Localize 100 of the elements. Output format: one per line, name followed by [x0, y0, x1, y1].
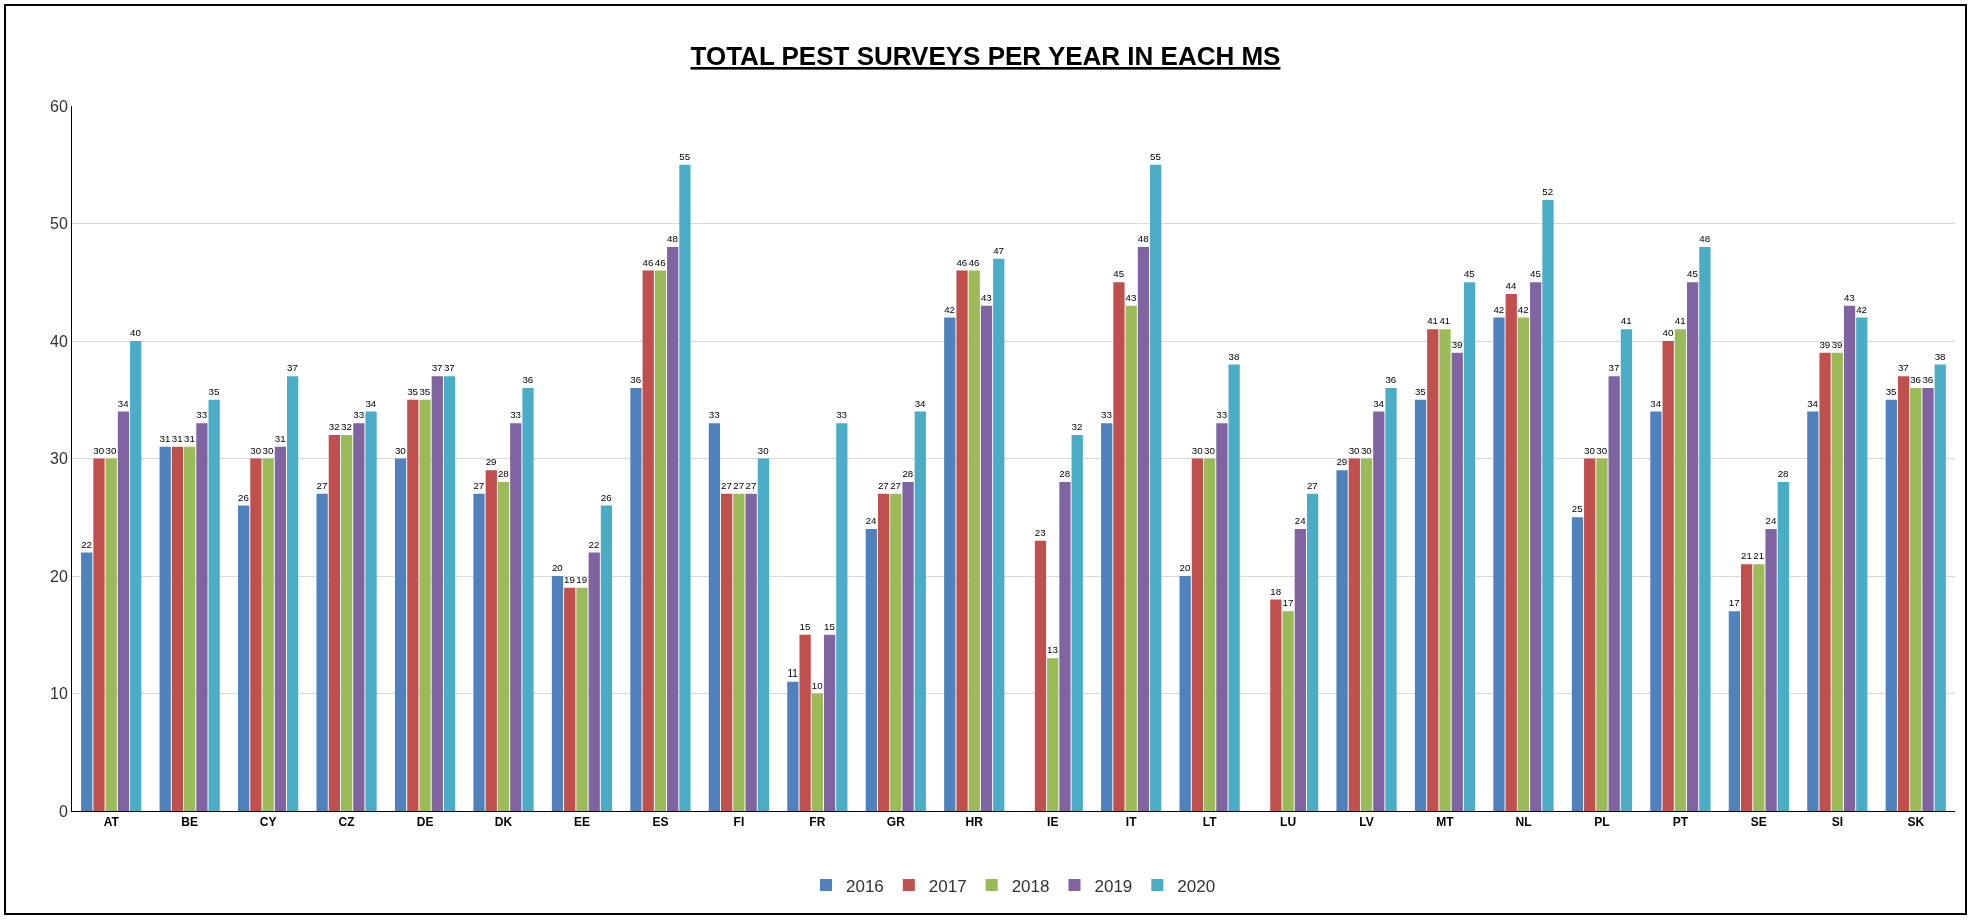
data-label: 33	[196, 409, 208, 421]
data-label: 23	[1034, 526, 1046, 538]
data-label: 33	[353, 409, 365, 421]
bar	[1542, 200, 1554, 811]
bar	[81, 552, 93, 811]
data-label: 31	[159, 432, 171, 444]
bar	[1922, 388, 1934, 811]
data-label: 43	[1125, 291, 1137, 303]
bar	[238, 505, 250, 811]
bar	[865, 529, 877, 811]
bar	[787, 681, 799, 811]
data-label: 37	[1608, 362, 1620, 374]
data-label: 39	[1819, 338, 1831, 350]
bar	[1687, 282, 1699, 811]
bar	[1584, 458, 1596, 811]
x-tick-label: IT	[1125, 815, 1138, 830]
y-tick-label: 50	[50, 215, 68, 233]
bar	[419, 399, 431, 811]
bar	[1451, 352, 1463, 811]
x-tick-label: CZ	[338, 815, 355, 830]
data-label: 27	[745, 479, 757, 491]
bar	[1294, 529, 1306, 811]
bar	[1270, 599, 1282, 811]
bar	[1910, 388, 1922, 811]
bar	[473, 493, 485, 811]
x-tick-label: BE	[181, 815, 199, 830]
data-label: 37	[287, 362, 298, 374]
data-label: 35	[1414, 385, 1426, 397]
bar	[1348, 458, 1360, 811]
data-label: 42	[1493, 303, 1505, 315]
x-tick-label: AT	[103, 815, 120, 830]
y-tick-label: 20	[50, 567, 68, 585]
bar	[1071, 435, 1083, 811]
data-label: 41	[1427, 315, 1438, 327]
bar	[1699, 247, 1711, 811]
bar	[171, 446, 184, 811]
y-tick-label: 60	[50, 97, 68, 115]
x-tick-label: EE	[573, 815, 590, 830]
data-label: 37	[443, 362, 455, 374]
bar	[1596, 458, 1608, 811]
bar	[250, 458, 262, 811]
bar	[1439, 329, 1451, 811]
legend-label: 2016	[846, 876, 884, 896]
legend-label: 2017	[928, 876, 967, 896]
data-label: 30	[1360, 444, 1373, 456]
bar	[1885, 399, 1897, 811]
data-label: 33	[836, 409, 848, 421]
bar	[353, 423, 365, 811]
data-label: 38	[1934, 350, 1946, 362]
bar	[914, 411, 926, 811]
data-label: 43	[980, 291, 992, 303]
data-label: 33	[708, 409, 720, 421]
bar	[551, 576, 564, 811]
bar	[1765, 529, 1777, 811]
data-label: 11	[787, 667, 799, 679]
bar	[944, 317, 956, 811]
data-label: 41	[1620, 315, 1632, 327]
data-label: 21	[1753, 550, 1765, 562]
x-tick-label: DK	[494, 815, 513, 830]
data-label: 36	[1922, 374, 1934, 386]
data-label: 43	[1843, 291, 1855, 303]
data-label: 55	[1150, 150, 1161, 162]
bar	[1113, 282, 1125, 811]
bar	[1463, 282, 1476, 811]
data-label: 46	[968, 256, 980, 268]
x-tick-label: SI	[1831, 815, 1843, 830]
bar	[890, 493, 902, 811]
data-label: 45	[1687, 268, 1698, 280]
data-label: 20	[1179, 562, 1191, 574]
bar	[811, 693, 823, 811]
bar	[1125, 305, 1137, 811]
data-label: 30	[105, 444, 118, 456]
data-label: 31	[171, 432, 183, 444]
data-label: 42	[1517, 303, 1529, 315]
bar	[1427, 329, 1439, 811]
data-label: 30	[757, 444, 770, 456]
bar	[1414, 399, 1427, 811]
bar	[1831, 352, 1843, 811]
data-label: 45	[1463, 268, 1475, 280]
bar	[588, 552, 600, 811]
legend-label: 2019	[1094, 876, 1133, 896]
x-tick-label: SE	[1750, 815, 1767, 830]
data-label: 22	[588, 538, 600, 550]
data-label: 28	[497, 468, 509, 480]
bar	[708, 423, 721, 811]
bar	[328, 435, 340, 811]
data-label: 41	[1674, 315, 1686, 327]
data-label: 40	[1662, 327, 1674, 339]
data-label: 33	[510, 409, 521, 421]
data-label: 30	[93, 444, 105, 456]
x-tick-label: FI	[733, 815, 745, 830]
data-label: 46	[642, 256, 654, 268]
bar	[1306, 493, 1319, 811]
y-tick-label: 30	[50, 450, 68, 468]
bar	[1728, 611, 1741, 811]
data-label: 35	[419, 385, 431, 397]
bar	[630, 388, 642, 811]
bar	[576, 587, 588, 811]
bar	[316, 493, 328, 811]
bar	[757, 458, 770, 811]
